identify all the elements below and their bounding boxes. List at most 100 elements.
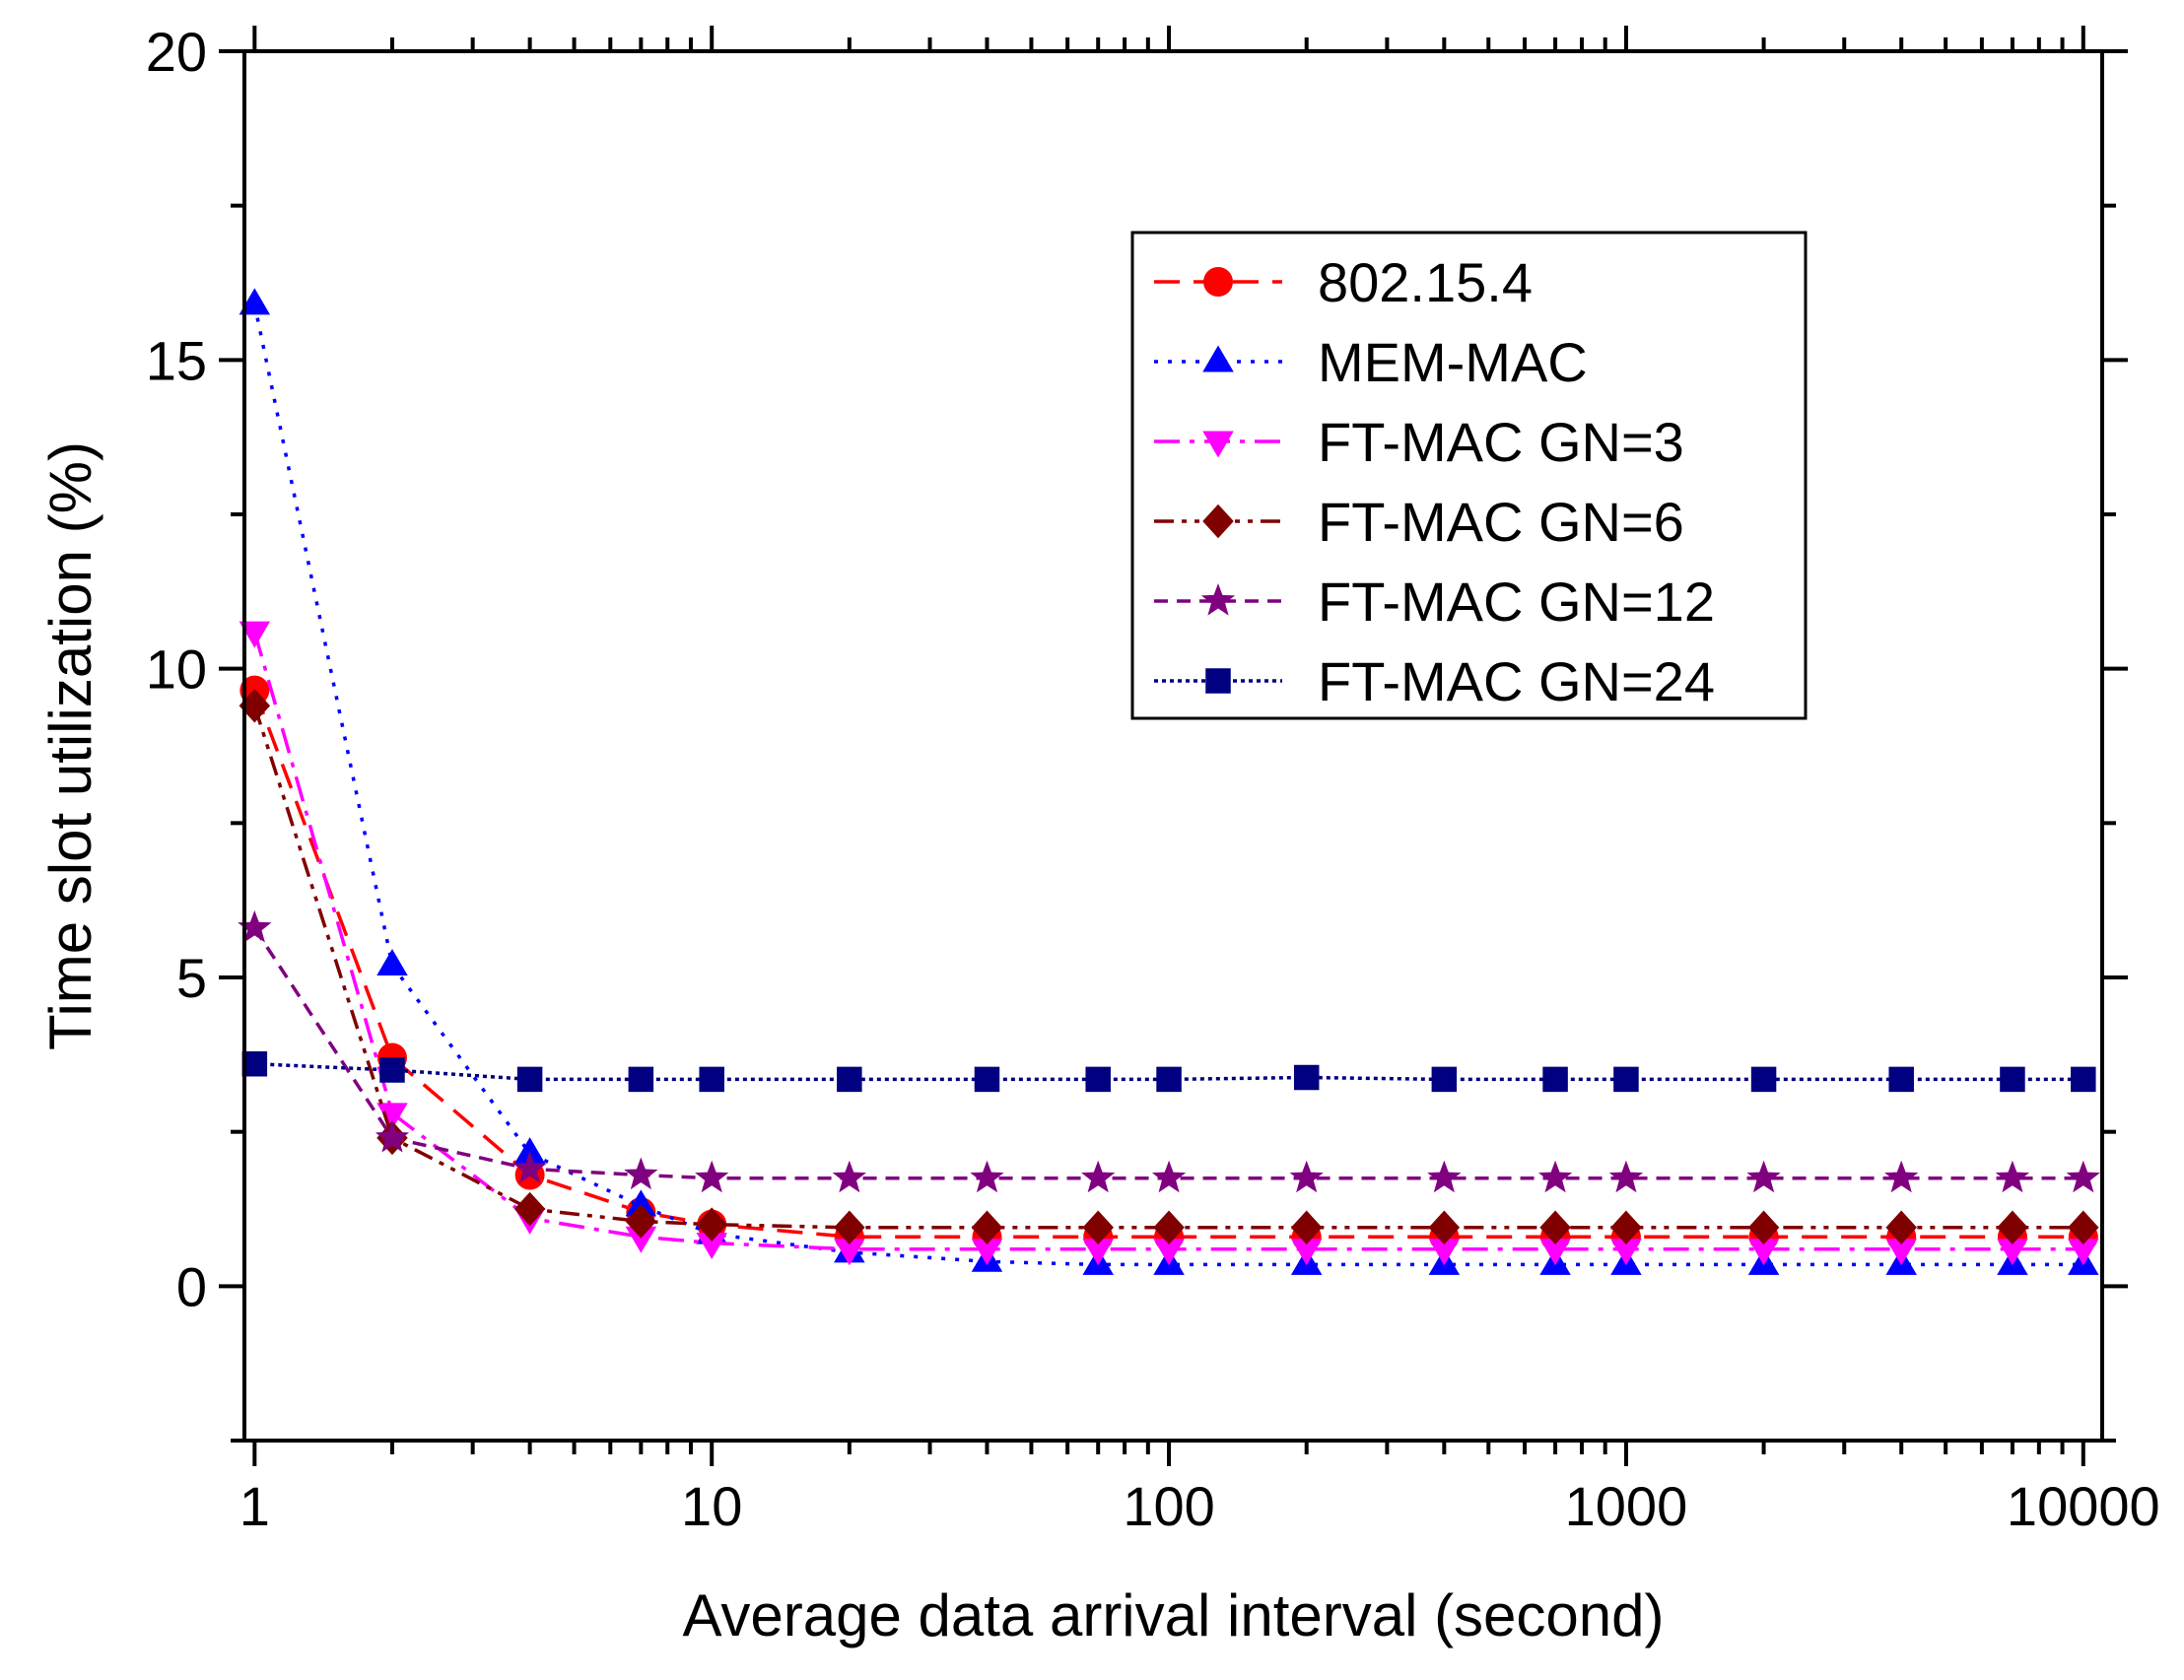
y-tick-label: 0 [176, 1255, 207, 1317]
legend-label: 802.15.4 [1318, 251, 1533, 313]
data-point-triangle-down [1082, 1239, 1114, 1266]
data-point-star [832, 1160, 866, 1193]
legend-label: MEM-MAC [1318, 331, 1588, 393]
y-tick-label: 20 [146, 21, 207, 83]
data-point-triangle-down [834, 1239, 865, 1266]
data-point-star [375, 1119, 410, 1153]
data-point-square [699, 1066, 724, 1093]
legend-label: FT-MAC GN=12 [1318, 571, 1715, 633]
data-point-star [1081, 1160, 1116, 1193]
series-3 [239, 621, 2099, 1266]
data-point-diamond [971, 1210, 1003, 1245]
x-tick-label: 1000 [1565, 1475, 1688, 1537]
series-4 [239, 689, 2099, 1245]
data-point-diamond [1082, 1210, 1114, 1245]
legend: 802.15.4 MEM-MAC FT-MAC GN=3 FT-MAC GN=6 FT-… [1130, 231, 1808, 720]
data-point-triangle-down [1610, 1239, 1642, 1266]
data-point-star [1608, 1160, 1644, 1193]
series-5 [238, 909, 2100, 1193]
data-point-triangle-down [2068, 1239, 2099, 1266]
legend-item-2: MEM-MAC [1154, 331, 1588, 393]
data-point-square [837, 1066, 862, 1093]
data-point-star [1151, 1160, 1187, 1193]
legend-item-3: FT-MAC GN=3 [1154, 411, 1684, 473]
data-point-square [1613, 1066, 1639, 1093]
data-point-triangle-up [513, 1137, 546, 1165]
data-point-triangle-down [1290, 1239, 1323, 1266]
data-point-triangle-up [376, 948, 408, 975]
data-point-diamond [696, 1207, 727, 1242]
data-point-diamond [1539, 1210, 1571, 1245]
data-point-square [2000, 1066, 2025, 1093]
legend-label: FT-MAC GN=6 [1318, 491, 1684, 553]
data-point-diamond [1747, 1210, 1780, 1245]
data-point-circle [1203, 267, 1233, 297]
x-tick-label: 1 [239, 1475, 270, 1537]
data-point-triangle-down [1539, 1239, 1571, 1266]
data-point-square [1542, 1066, 1568, 1093]
data-point-star [1427, 1160, 1462, 1193]
data-point-square [1293, 1064, 1320, 1091]
data-point-triangle-down [1885, 1239, 1917, 1266]
data-point-star [1884, 1160, 1919, 1193]
data-point-star [238, 909, 272, 943]
data-point-star [1200, 583, 1236, 616]
data-point-diamond [513, 1191, 546, 1227]
legend-label: FT-MAC GN=24 [1318, 650, 1715, 712]
legend-label: FT-MAC GN=3 [1318, 411, 1684, 473]
data-point-diamond [239, 689, 271, 723]
data-point-diamond [1290, 1210, 1323, 1245]
data-point-star [695, 1160, 729, 1193]
data-point-diamond [625, 1204, 657, 1239]
data-point-triangle-down [696, 1232, 727, 1259]
data-point-diamond [1885, 1210, 1917, 1245]
data-point-square [1156, 1066, 1182, 1093]
series-line [252, 705, 2083, 1230]
data-point-triangle-down [239, 621, 271, 648]
legend-item-4: FT-MAC GN=6 [1154, 491, 1684, 553]
x-axis-label: Average data arrival interval (second) [682, 1582, 1664, 1648]
y-axis-label: Time slot utilization (%) [37, 441, 103, 1050]
data-point-square [2071, 1066, 2096, 1093]
legend-item-5: FT-MAC GN=12 [1154, 571, 1715, 633]
legend-item-1: 802.15.4 [1154, 251, 1533, 313]
y-tick-label: 5 [176, 947, 207, 1009]
data-point-triangle-up [625, 1189, 657, 1217]
data-point-triangle-down [1997, 1239, 2028, 1266]
data-point-star [2066, 1160, 2100, 1193]
data-point-triangle-down [376, 1103, 408, 1130]
data-point-star [1289, 1160, 1324, 1193]
data-point-triangle-down [971, 1239, 1003, 1266]
data-point-square [1205, 668, 1231, 694]
data-point-diamond [1153, 1210, 1185, 1245]
data-point-square [974, 1066, 1000, 1093]
series-group [238, 288, 2100, 1275]
data-point-diamond [1997, 1210, 2028, 1245]
data-point-triangle-up [239, 288, 271, 315]
data-point-star [1995, 1160, 2030, 1193]
data-point-square [628, 1066, 654, 1093]
data-point-diamond [834, 1210, 865, 1245]
legend-box [1130, 231, 1808, 720]
data-point-triangle-down [1202, 431, 1234, 458]
data-point-star [624, 1157, 658, 1190]
series-line [252, 689, 2083, 1239]
data-point-star [512, 1151, 547, 1183]
data-point-star [970, 1160, 1004, 1193]
plot-frame [242, 49, 2104, 1443]
data-point-triangle-down [1428, 1239, 1461, 1266]
y-tick-label: 15 [146, 329, 207, 391]
data-point-square [1431, 1066, 1458, 1093]
x-tick-label: 10000 [2007, 1475, 2160, 1537]
data-point-diamond [2068, 1210, 2099, 1245]
data-point-triangle-up [1202, 345, 1234, 372]
y-tick-label: 10 [146, 638, 207, 701]
x-tick-label: 100 [1123, 1475, 1214, 1537]
tick-labels: 0 5 10 15 20 1 10 100 1000 10000 [146, 21, 2160, 1537]
data-point-square [379, 1057, 405, 1083]
data-point-triangle-down [1747, 1239, 1780, 1266]
data-point-star [1746, 1160, 1781, 1193]
data-point-square [1750, 1066, 1777, 1093]
